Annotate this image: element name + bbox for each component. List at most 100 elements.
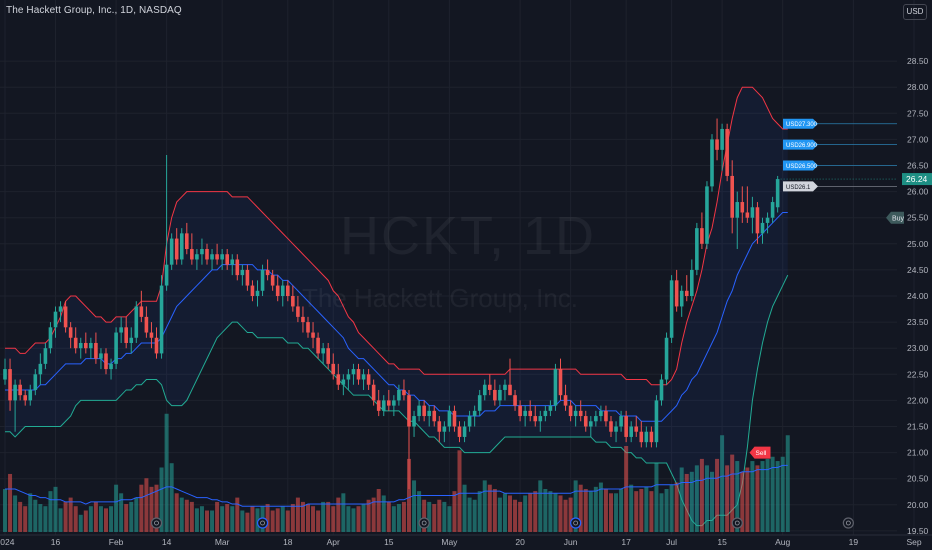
candle[interactable] [684, 275, 689, 302]
candle[interactable] [710, 134, 714, 192]
candle[interactable] [725, 123, 729, 182]
candle[interactable] [624, 410, 628, 443]
candle[interactable] [114, 327, 118, 370]
candle[interactable] [129, 327, 134, 354]
candle[interactable] [659, 374, 664, 406]
earnings-icon[interactable] [731, 517, 743, 529]
candle[interactable] [139, 290, 144, 323]
candle[interactable] [543, 405, 548, 422]
candles[interactable] [3, 118, 780, 490]
candle[interactable] [664, 332, 669, 385]
candle[interactable] [508, 358, 512, 396]
candle[interactable] [361, 369, 366, 390]
candle[interactable] [13, 379, 17, 432]
candle[interactable] [604, 405, 608, 427]
candle[interactable] [371, 379, 376, 406]
candle[interactable] [417, 400, 421, 422]
candle[interactable] [230, 254, 235, 276]
candle[interactable] [503, 379, 507, 401]
candle[interactable] [99, 348, 103, 370]
candle[interactable] [220, 249, 224, 270]
candle[interactable] [3, 358, 7, 385]
candle[interactable] [422, 400, 426, 422]
candle[interactable] [477, 389, 482, 417]
dividend-icon[interactable] [570, 517, 582, 529]
candle[interactable] [548, 400, 553, 417]
candle[interactable] [533, 405, 538, 427]
candle[interactable] [23, 389, 27, 406]
candle[interactable] [614, 421, 618, 443]
earnings-icon[interactable] [150, 517, 163, 529]
candle[interactable] [568, 400, 573, 422]
candle[interactable] [619, 410, 623, 432]
price-axis[interactable]: 28.50 28.00 27.50 27.00 26.50 26.00 25.50 25.00… [780, 56, 932, 536]
candle[interactable] [609, 416, 613, 437]
candle[interactable] [482, 379, 487, 401]
candle[interactable] [215, 243, 219, 265]
candle[interactable] [316, 332, 320, 359]
candle[interactable] [765, 212, 770, 234]
candle[interactable] [700, 212, 704, 250]
candle[interactable] [144, 306, 149, 338]
sell-signal-badge[interactable] [749, 446, 771, 459]
candle[interactable] [775, 175, 780, 213]
candle[interactable] [78, 337, 83, 359]
candle[interactable] [639, 421, 644, 448]
candle[interactable] [493, 379, 497, 406]
candle[interactable] [583, 410, 588, 432]
candle[interactable] [154, 327, 159, 359]
candle[interactable] [457, 421, 462, 443]
candle[interactable] [447, 405, 452, 432]
candle[interactable] [18, 379, 22, 401]
candle[interactable] [715, 118, 719, 161]
candle[interactable] [392, 395, 396, 417]
candle[interactable] [58, 301, 63, 323]
candle[interactable] [104, 348, 108, 375]
candle[interactable] [735, 191, 740, 250]
split-lightning-icon[interactable] [842, 517, 854, 529]
candle[interactable] [306, 316, 310, 338]
candle[interactable] [291, 285, 295, 312]
candle[interactable] [381, 395, 386, 417]
candle[interactable] [286, 280, 290, 302]
candle[interactable] [563, 384, 568, 411]
candle[interactable] [265, 259, 270, 281]
candle[interactable] [669, 275, 674, 343]
candle[interactable] [43, 342, 48, 370]
candle[interactable] [644, 426, 649, 448]
candle[interactable] [412, 410, 416, 437]
candle[interactable] [169, 233, 174, 270]
candle[interactable] [750, 196, 755, 234]
candle[interactable] [634, 416, 639, 437]
candle[interactable] [89, 337, 93, 359]
candle[interactable] [578, 400, 583, 422]
candle[interactable] [68, 322, 73, 349]
candle[interactable] [179, 228, 184, 265]
candle[interactable] [33, 369, 38, 396]
candle[interactable] [190, 233, 194, 265]
candle[interactable] [270, 269, 275, 291]
candle[interactable] [538, 410, 543, 432]
candle[interactable] [513, 389, 517, 411]
candle[interactable] [296, 296, 300, 323]
candle[interactable] [553, 363, 558, 411]
candle[interactable] [225, 249, 229, 270]
candle[interactable] [770, 196, 775, 223]
candle[interactable] [255, 280, 260, 307]
candle[interactable] [63, 301, 68, 333]
candle[interactable] [8, 358, 12, 411]
candle[interactable] [356, 363, 361, 385]
candle[interactable] [119, 316, 123, 343]
candle[interactable] [690, 259, 694, 302]
candle[interactable] [195, 249, 199, 270]
candle[interactable] [594, 410, 598, 427]
candle[interactable] [331, 353, 336, 380]
candle[interactable] [402, 379, 406, 401]
candle[interactable] [730, 160, 734, 234]
candle[interactable] [760, 217, 765, 244]
candle[interactable] [240, 264, 245, 286]
buy-signal-badge[interactable] [886, 211, 904, 224]
candle[interactable] [280, 280, 285, 307]
candle[interactable] [94, 332, 98, 364]
